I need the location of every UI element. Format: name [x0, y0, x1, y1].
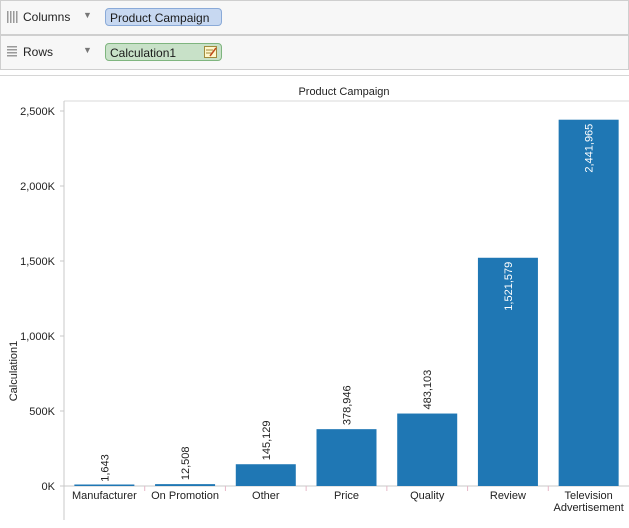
- bar[interactable]: [316, 429, 377, 486]
- columns-grip-icon: [7, 11, 18, 23]
- rows-shelf: Rows ▼ Calculation1: [0, 35, 629, 70]
- columns-pill[interactable]: Product Campaign: [105, 8, 222, 26]
- bar-chart: Product Campaign Calculation1 0K 500K 1,00…: [8, 86, 629, 520]
- column-header-title: Product Campaign: [298, 86, 389, 98]
- x-tick-label: Other: [252, 490, 280, 502]
- calculation-icon: [204, 46, 217, 58]
- bar-value-label: 378,946: [342, 385, 354, 425]
- columns-pill-label: Product Campaign: [110, 11, 210, 25]
- y-tick-label: 2,500K: [20, 106, 56, 118]
- y-tick-label: 1,000K: [20, 331, 56, 343]
- bar-value-label: 483,103: [422, 370, 434, 410]
- bar[interactable]: [558, 119, 619, 486]
- columns-shelf: Columns ▼ Product Campaign: [0, 0, 629, 35]
- x-tick-label: Manufacturer: [72, 490, 137, 502]
- bar[interactable]: [74, 484, 135, 487]
- x-tick-label: Television: [564, 490, 612, 502]
- y-axis-title: Calculation1: [8, 341, 20, 402]
- rows-grip-icon: [7, 46, 17, 57]
- y-tick-label: 0K: [42, 481, 56, 493]
- x-tick-label: On Promotion: [151, 490, 219, 502]
- x-tick-label: Price: [334, 490, 359, 502]
- columns-dropdown-icon[interactable]: ▼: [83, 10, 92, 20]
- x-tick-label: Quality: [410, 490, 445, 502]
- y-tick-label: 2,000K: [20, 181, 56, 193]
- columns-label: Columns: [23, 10, 71, 24]
- rows-dropdown-icon[interactable]: ▼: [83, 45, 92, 55]
- bar-value-label: 1,643: [99, 454, 111, 482]
- bar-value-label: 1,521,579: [503, 262, 515, 311]
- y-tick-label: 1,500K: [20, 256, 56, 268]
- rows-pill[interactable]: Calculation1: [105, 43, 222, 61]
- bar-value-label: 145,129: [261, 420, 273, 460]
- bar-value-label: 2,441,965: [584, 124, 596, 173]
- bar[interactable]: [477, 257, 538, 486]
- bar-value-label: 12,508: [180, 446, 192, 480]
- chart-view: Product Campaign Calculation1 0K 500K 1,00…: [0, 75, 629, 523]
- bar[interactable]: [397, 413, 458, 486]
- x-tick-label: Advertisement: [553, 502, 623, 514]
- bar[interactable]: [235, 464, 296, 486]
- x-tick-label: Review: [490, 490, 526, 502]
- bar[interactable]: [155, 484, 216, 486]
- rows-label: Rows: [23, 45, 54, 59]
- y-tick-label: 500K: [29, 406, 55, 418]
- rows-pill-label: Calculation1: [110, 46, 177, 60]
